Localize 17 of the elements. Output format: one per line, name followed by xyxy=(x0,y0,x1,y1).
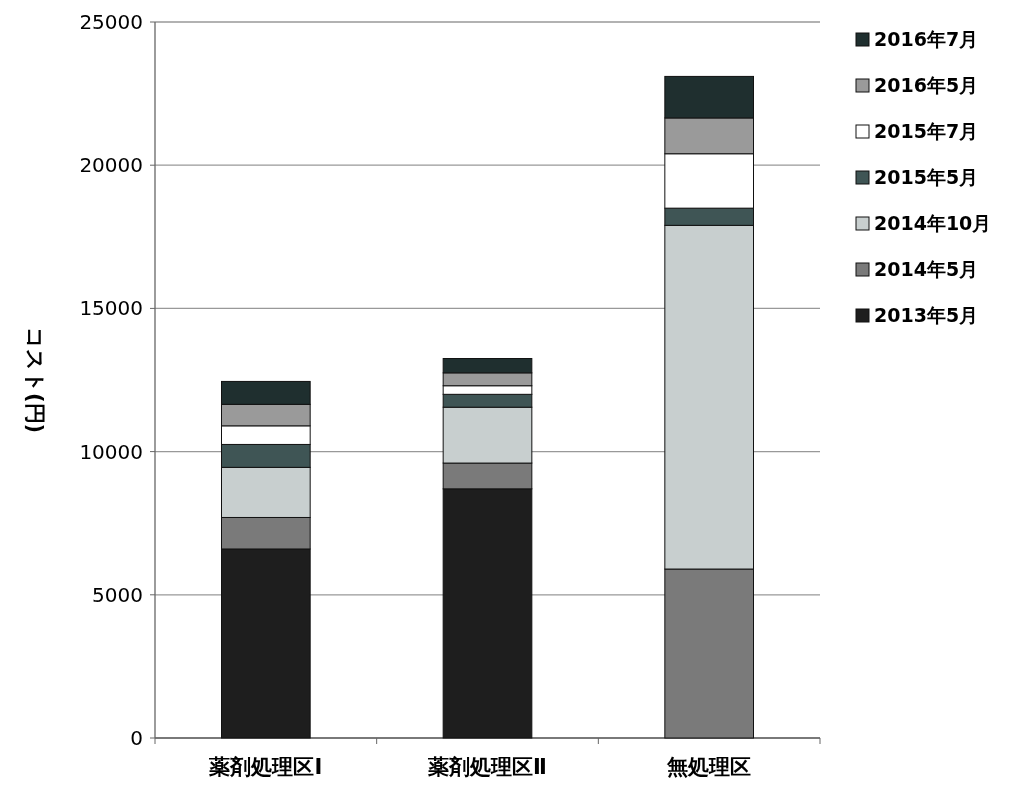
legend-label: 2015年5月 xyxy=(874,166,979,188)
legend-label: 2016年5月 xyxy=(874,74,979,96)
legend-label: 2014年10月 xyxy=(874,212,992,234)
x-tick-label: 無処理区 xyxy=(666,755,752,779)
legend-label: 2016年7月 xyxy=(874,28,979,50)
y-tick-label: 10000 xyxy=(79,439,143,464)
legend-label: 2014年5月 xyxy=(874,258,979,280)
legend-label: 2013年5月 xyxy=(874,304,979,326)
y-tick-label: 0 xyxy=(130,726,143,750)
y-tick-label: 5000 xyxy=(92,582,143,607)
legend-label: 2015年7月 xyxy=(874,120,979,142)
y-tick-label: 20000 xyxy=(79,153,143,178)
y-tick-label: 15000 xyxy=(79,296,143,321)
y-axis-title: コスト(円) xyxy=(23,326,47,434)
y-tick-label: 25000 xyxy=(79,10,143,34)
x-tick-label: 薬剤処理区Ⅰ xyxy=(208,755,323,779)
x-tick-label: 薬剤処理区Ⅱ xyxy=(427,755,547,779)
